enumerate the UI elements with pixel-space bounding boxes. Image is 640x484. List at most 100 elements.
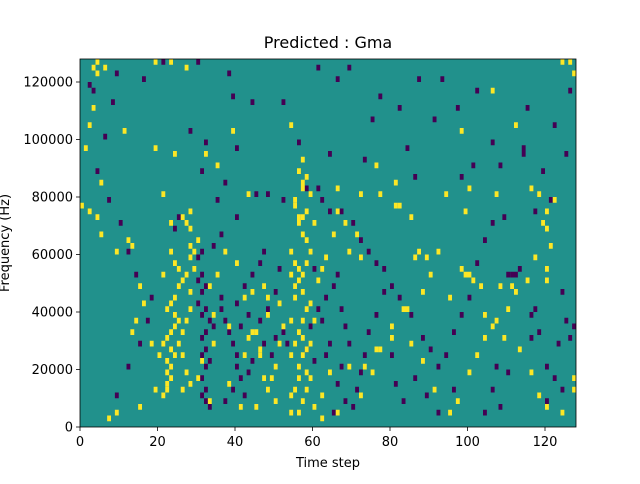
heatmap-cell-high [300, 214, 305, 220]
heatmap-cell-low [134, 271, 139, 278]
heatmap-cell-low [173, 225, 177, 232]
heatmap-cell-high [273, 363, 278, 370]
heatmap-cell-low [215, 197, 220, 203]
heatmap-cell-low [204, 346, 208, 353]
heatmap-cell-low [397, 105, 402, 111]
heatmap-cell-high [297, 214, 301, 220]
heatmap-cell-low [324, 352, 329, 358]
heatmap-cell-high [281, 323, 286, 330]
heatmap-cell-low [118, 220, 123, 226]
heatmap-cell-high [173, 151, 177, 157]
heatmap-cell-high [537, 392, 542, 399]
heatmap-cell-low [548, 197, 553, 203]
heatmap-cell-high [130, 243, 135, 249]
heatmap-cell-high [269, 375, 274, 381]
heatmap-cell-high [277, 340, 282, 347]
heatmap-cell-high [91, 64, 96, 71]
heatmap-cell-high [114, 248, 119, 255]
heatmap-cell-high [560, 409, 565, 416]
heatmap-cell-low [366, 329, 371, 335]
heatmap-cell-low [176, 214, 181, 220]
heatmap-cell-high [552, 197, 557, 203]
heatmap-cell-low [219, 294, 224, 301]
heatmap-cell-high [490, 87, 495, 94]
heatmap-cell-low [258, 260, 263, 266]
heatmap-cell-high [95, 59, 100, 65]
heatmap-cell-high [409, 340, 414, 347]
heatmap-cell-high [169, 59, 174, 65]
heatmap-cell-low [502, 214, 507, 220]
heatmap-cell-low [490, 386, 495, 393]
heatmap-cell-low [200, 168, 205, 174]
heatmap-cell-high [87, 122, 92, 128]
heatmap-cell-high [157, 352, 162, 358]
heatmap-cell-low [316, 64, 321, 71]
heatmap-cell-high [421, 358, 425, 364]
heatmap-cell-low [428, 346, 433, 353]
heatmap-cell-high [304, 306, 309, 312]
y-tick-label: 80000 [32, 191, 73, 206]
heatmap-cell-low [335, 76, 340, 82]
heatmap-cell-high [297, 363, 301, 370]
heatmap-cell-low [242, 283, 247, 289]
heatmap-cell-low [142, 76, 146, 82]
heatmap-cell-high [335, 409, 340, 416]
heatmap-cell-low [281, 99, 286, 105]
heatmap-cell-low [529, 335, 534, 341]
heatmap-cell-low [320, 317, 325, 324]
heatmap-cell-high [320, 415, 325, 422]
heatmap-cell-low [506, 369, 511, 376]
heatmap-cell-high [359, 191, 363, 197]
heatmap-cell-high [475, 352, 480, 358]
heatmap-cell-high [293, 294, 298, 301]
heatmap-cell-high [293, 340, 298, 347]
heatmap-cell-high [165, 381, 170, 387]
heatmap-cell-low [161, 59, 166, 65]
heatmap-cell-low [227, 329, 232, 335]
heatmap-cell-low [138, 340, 143, 347]
heatmap-cell-low [200, 289, 205, 295]
heatmap-cell-low [331, 409, 336, 416]
heatmap-cell-low [359, 369, 363, 376]
y-tick-label: 100000 [23, 133, 73, 148]
heatmap-cell-low [347, 64, 352, 71]
heatmap-cell-high [300, 289, 305, 295]
heatmap-cell-high [378, 191, 383, 197]
heatmap-cell-high [293, 202, 298, 209]
heatmap-cell-low [242, 392, 247, 399]
y-axis-label: Frequency (Hz) [0, 194, 13, 292]
heatmap-cell-low [475, 260, 480, 266]
heatmap-cell-low [374, 312, 379, 318]
heatmap-cell-low [200, 248, 205, 255]
heatmap-cell-high [266, 386, 270, 393]
heatmap-cell-low [103, 133, 108, 140]
heatmap-cell-low [393, 381, 398, 387]
heatmap-cell-low [87, 82, 92, 88]
heatmap-cell-high [161, 340, 166, 347]
heatmap-cell-low [510, 271, 515, 278]
heatmap-cell-high [390, 323, 394, 330]
heatmap-cell-high [223, 248, 228, 255]
heatmap-cell-high [316, 277, 321, 284]
heatmap-cell-low [231, 340, 236, 347]
heatmap-cell-low [390, 352, 394, 358]
heatmap-cell-high [479, 283, 484, 289]
x-tick-label: 40 [227, 435, 244, 450]
heatmap-cell-low [266, 191, 270, 197]
heatmap-cell-low [219, 306, 224, 312]
heatmap-cell-low [304, 185, 309, 192]
heatmap-cell-high [320, 266, 325, 272]
heatmap-cell-high [545, 277, 549, 284]
heatmap-cell-low [413, 375, 418, 381]
heatmap-cell-high [122, 128, 127, 134]
heatmap-cell-high [335, 208, 340, 215]
heatmap-cell-high [266, 294, 270, 301]
heatmap-cell-low [517, 266, 522, 272]
y-tick-label: 20000 [32, 363, 73, 378]
heatmap-cell-high [312, 404, 317, 410]
heatmap-cell-low [223, 398, 228, 404]
heatmap-cell-high [196, 375, 201, 381]
heatmap-cell-high [200, 358, 205, 364]
heatmap-cell-low [246, 369, 251, 376]
heatmap-cell-high [304, 208, 309, 215]
